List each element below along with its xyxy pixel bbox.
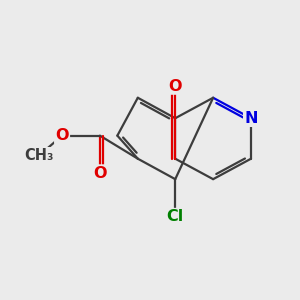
Text: O: O [55,128,69,143]
Text: CH₃: CH₃ [24,148,54,163]
Text: O: O [169,79,182,94]
Text: N: N [244,111,258,126]
Text: Cl: Cl [167,209,184,224]
Text: O: O [93,166,107,181]
